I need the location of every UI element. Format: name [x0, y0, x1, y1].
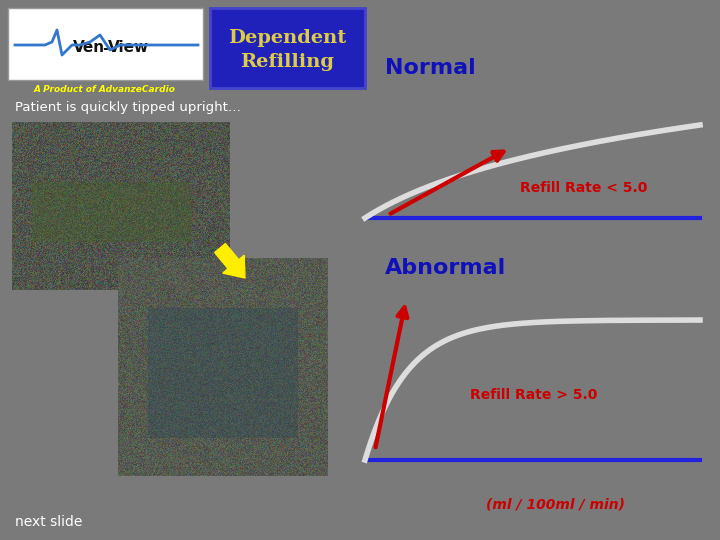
Text: -: -: [102, 40, 108, 56]
Bar: [8, 8, 203, 80]
FancyArrow shape: [215, 244, 245, 278]
Text: Ven: Ven: [73, 40, 105, 56]
Text: Patient is quickly tipped upright…: Patient is quickly tipped upright…: [15, 102, 241, 114]
Text: View: View: [108, 40, 149, 56]
Text: Refill Rate > 5.0: Refill Rate > 5.0: [470, 388, 598, 402]
Bar: [210, 8, 365, 88]
Text: Dependent
Refilling: Dependent Refilling: [228, 29, 346, 71]
Text: A Product of AdvanzeCardio: A Product of AdvanzeCardio: [34, 85, 176, 94]
Text: Abnormal: Abnormal: [385, 258, 506, 278]
Text: next slide: next slide: [15, 515, 82, 529]
Text: (ml / 100ml / min): (ml / 100ml / min): [485, 498, 624, 512]
Text: Refill Rate < 5.0: Refill Rate < 5.0: [520, 181, 647, 195]
Text: Normal: Normal: [385, 58, 476, 78]
